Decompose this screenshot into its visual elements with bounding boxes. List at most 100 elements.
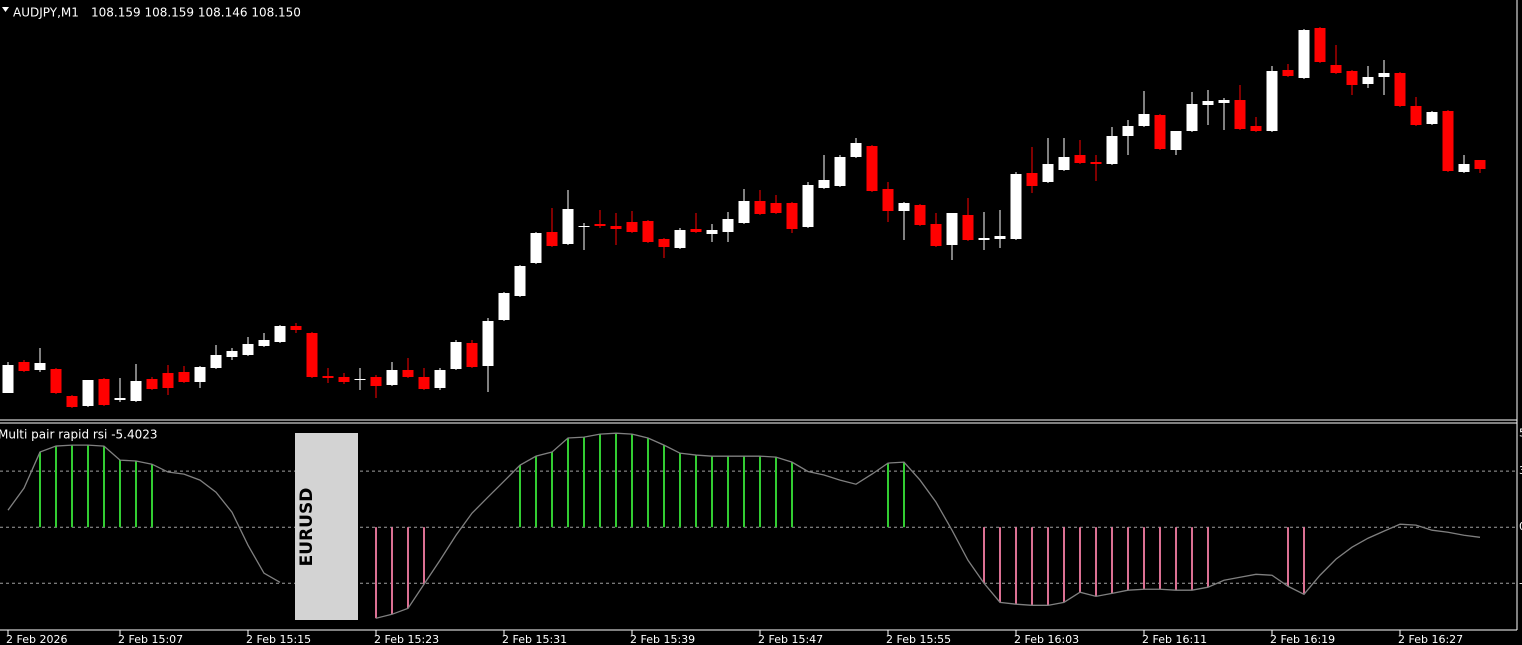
candle-body (1234, 100, 1246, 129)
candle-body (354, 379, 366, 380)
candle-body (818, 180, 830, 188)
marks: 2 Feb 2026 2 Feb 15:07 2 Feb 15:15 2 Feb 15… (0, 27, 1522, 645)
time-label: 2 Feb 15:39 (630, 633, 695, 645)
candle-body (658, 239, 670, 247)
candle-body (546, 232, 558, 246)
candle-body (402, 370, 414, 377)
candle-body (770, 203, 782, 213)
candle-body (626, 222, 638, 232)
candle-body (466, 343, 478, 367)
candle-body (514, 266, 526, 296)
candle-body (1186, 104, 1198, 131)
y-tick-label: 0 (1519, 520, 1522, 533)
candle-body (786, 203, 798, 229)
candle-body (66, 396, 78, 407)
candle-body (898, 203, 910, 211)
candle-body (2, 365, 14, 393)
candle-body (1138, 114, 1150, 126)
candle-body (722, 219, 734, 232)
candle-body (498, 293, 510, 320)
candle-body (834, 157, 846, 186)
time-label: 2 Feb 15:07 (118, 633, 183, 645)
candle-body (1250, 126, 1262, 131)
candle-body (338, 377, 350, 382)
y-tick-label: -30 (1519, 576, 1522, 589)
candle-body (210, 355, 222, 368)
candle-body (978, 238, 990, 240)
candle-body (962, 215, 974, 240)
candle-body (1218, 100, 1230, 103)
candle-body (1314, 28, 1326, 62)
candle-body (1010, 174, 1022, 239)
candle-body (274, 326, 286, 342)
candle-body (1442, 111, 1454, 171)
candle-body (482, 321, 494, 366)
candle-body (578, 226, 590, 227)
candle-body (802, 185, 814, 227)
candle-body (258, 340, 270, 346)
candle-body (706, 230, 718, 234)
time-label: 2 Feb 16:27 (1398, 633, 1463, 645)
candle-body (594, 224, 606, 226)
candle-body (930, 224, 942, 246)
candle-body (562, 209, 574, 244)
candle-body (322, 376, 334, 378)
candle-body (34, 363, 46, 370)
candle-body (1458, 164, 1470, 172)
candle-body (82, 380, 94, 406)
candle-body (642, 221, 654, 242)
candle-body (1266, 71, 1278, 131)
candle-body (1042, 164, 1054, 182)
time-label: 2 Feb 15:15 (246, 633, 311, 645)
candle-body (1170, 131, 1182, 150)
candle-body (130, 381, 142, 401)
candle-body (1058, 157, 1070, 170)
candle-body (1394, 73, 1406, 106)
candle-body (50, 369, 62, 393)
candle-body (306, 333, 318, 377)
time-label: 2 Feb 2026 (6, 633, 67, 645)
candle-body (370, 377, 382, 386)
y-tick-label: 30 (1519, 464, 1522, 477)
symbol-title: AUDJPY,M1 (13, 6, 79, 20)
candle-body (450, 342, 462, 369)
quote-text: 108.159 108.159 108.146 108.150 (91, 6, 301, 20)
candle-body (386, 370, 398, 385)
collapse-arrow[interactable] (2, 7, 9, 12)
candle-body (98, 379, 110, 405)
symbol-button-label[interactable]: EURUSD (297, 488, 317, 567)
candle-body (178, 372, 190, 382)
candle-body (418, 377, 430, 389)
candle-body (242, 344, 254, 355)
candle-body (674, 230, 686, 248)
candle-body (946, 213, 958, 245)
candle-body (1330, 65, 1342, 73)
candle-body (1474, 160, 1486, 169)
time-label: 2 Feb 15:31 (502, 633, 567, 645)
candle-body (1090, 162, 1102, 164)
candle-body (1026, 173, 1038, 186)
candle-body (754, 201, 766, 214)
candle-body (1426, 112, 1438, 124)
candle-body (1362, 77, 1374, 84)
candle-body (1346, 71, 1358, 85)
candle-body (290, 326, 302, 330)
candle-body (738, 201, 750, 223)
candle-body (1074, 155, 1086, 163)
candle-body (610, 226, 622, 229)
candle-body (1106, 136, 1118, 164)
candle-body (194, 367, 206, 382)
candle-body (114, 398, 126, 400)
candle-body (146, 379, 158, 389)
candle-body (1202, 101, 1214, 105)
candle-body (882, 189, 894, 211)
time-label: 2 Feb 15:55 (886, 633, 951, 645)
candle-body (18, 362, 30, 371)
indicator-line (7, 432, 1481, 619)
symbol-button[interactable] (295, 433, 358, 620)
y-tick-label: 50 (1519, 427, 1522, 440)
candle-body (226, 351, 238, 357)
candle-body (1378, 73, 1390, 77)
